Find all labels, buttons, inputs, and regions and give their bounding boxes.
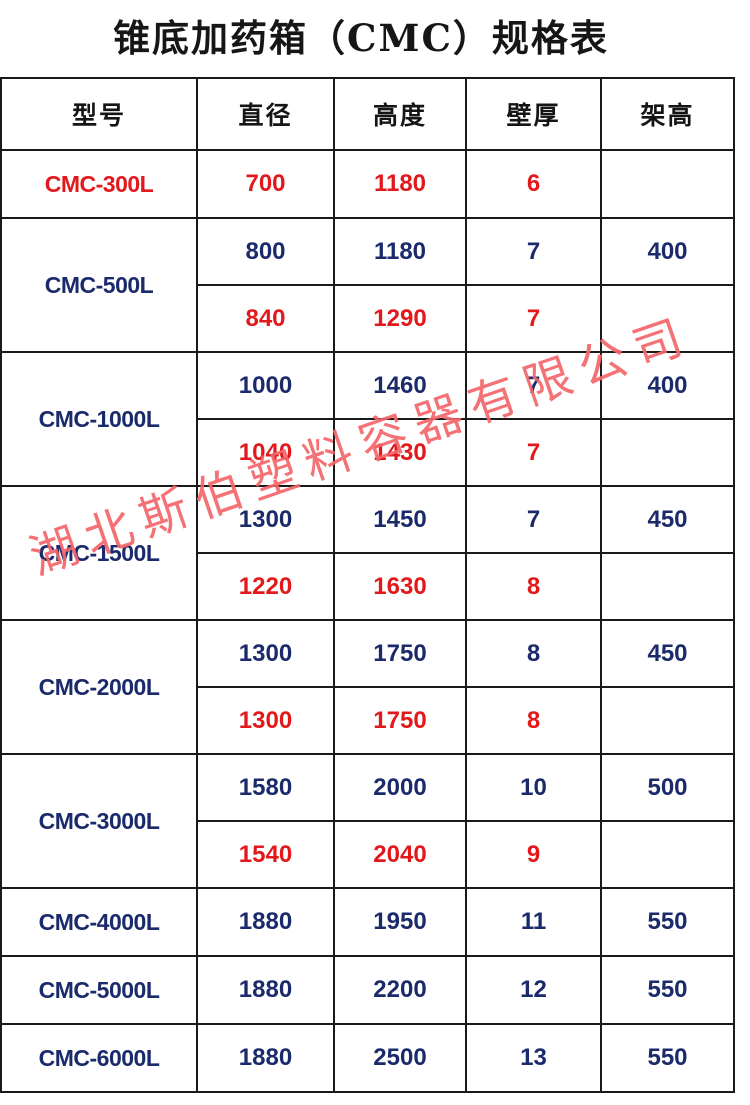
cell-stand: 550 xyxy=(600,955,735,1025)
cell-stand: 450 xyxy=(600,619,735,688)
cell-stand: 400 xyxy=(600,351,735,420)
cell-model: CMC-4000L xyxy=(0,887,198,957)
cell-model: CMC-3000L xyxy=(0,753,198,889)
cell-wall: 9 xyxy=(465,820,602,889)
cell-height: 1290 xyxy=(333,284,467,353)
cell-model: CMC-2000L xyxy=(0,619,198,755)
cell-height: 2000 xyxy=(333,753,467,822)
cell-diameter: 1580 xyxy=(196,753,335,822)
cell-diameter: 1040 xyxy=(196,418,335,487)
table-row: CMC-500L 800 1180 7 400 xyxy=(0,217,735,353)
cell-wall: 8 xyxy=(465,686,602,755)
table-row: CMC-3000L 1580 2000 10 500 xyxy=(0,753,735,889)
table-row: CMC-1500L 1300 1450 7 450 xyxy=(0,485,735,621)
cell-wall: 13 xyxy=(465,1023,602,1093)
cell-model: CMC-6000L xyxy=(0,1023,198,1093)
cell-stand xyxy=(600,820,735,889)
cell-stand xyxy=(600,284,735,353)
cell-height: 1950 xyxy=(333,887,467,957)
cell-model: CMC-500L xyxy=(0,217,198,353)
cell-wall: 11 xyxy=(465,887,602,957)
cell-model: CMC-1500L xyxy=(0,485,198,621)
table-row: CMC-300L 700 1180 6 xyxy=(0,149,735,219)
cell-wall: 8 xyxy=(465,552,602,621)
cell-model: CMC-1000L xyxy=(0,351,198,487)
cell-model: CMC-5000L xyxy=(0,955,198,1025)
cell-stand: 500 xyxy=(600,753,735,822)
cell-diameter: 1300 xyxy=(196,686,335,755)
table-row: CMC-1000L 1000 1460 7 400 xyxy=(0,351,735,487)
cell-diameter: 840 xyxy=(196,284,335,353)
cell-wall: 7 xyxy=(465,217,602,286)
cell-height: 2500 xyxy=(333,1023,467,1093)
cell-height: 2200 xyxy=(333,955,467,1025)
table-row: CMC-2000L 1300 1750 8 450 xyxy=(0,619,735,755)
cell-stand: 550 xyxy=(600,1023,735,1093)
table-body: 型号 直径 高度 壁厚 架高 CMC-300L 700 1180 6 CMC-500L 800 118… xyxy=(0,77,735,1093)
cell-diameter: 1300 xyxy=(196,619,335,688)
table-row: 1040 1430 7 xyxy=(1,418,735,487)
cell-height: 1750 xyxy=(333,619,467,688)
cell-wall: 7 xyxy=(465,485,602,554)
cell-stand: 450 xyxy=(600,485,735,554)
cell-wall: 7 xyxy=(465,418,602,487)
cell-height: 2040 xyxy=(333,820,467,889)
table-row: CMC-6000L 1880 2500 13 550 xyxy=(0,1023,735,1093)
cell-diameter: 700 xyxy=(196,149,335,219)
column-header-2: 高度 xyxy=(333,77,467,151)
table-row: 1220 1630 8 xyxy=(1,552,735,621)
cell-height: 1630 xyxy=(333,552,467,621)
table-row: 1540 2040 9 xyxy=(1,820,735,889)
column-header-0: 型号 xyxy=(0,77,198,151)
cell-diameter: 1300 xyxy=(196,485,335,554)
column-header-4: 架高 xyxy=(600,77,735,151)
cell-stand xyxy=(600,149,735,219)
cell-stand xyxy=(600,686,735,755)
page-title: 锥底加药箱（CMC）规格表 xyxy=(113,16,609,60)
column-header-1: 直径 xyxy=(196,77,335,151)
cell-diameter: 1880 xyxy=(196,955,335,1025)
cell-height: 1750 xyxy=(333,686,467,755)
cell-diameter: 1000 xyxy=(196,351,335,420)
cell-height: 1430 xyxy=(333,418,467,487)
cell-diameter: 1880 xyxy=(196,1023,335,1093)
cell-model: CMC-300L xyxy=(0,149,198,219)
cell-diameter: 1540 xyxy=(196,820,335,889)
cell-diameter: 1880 xyxy=(196,887,335,957)
cell-height: 1180 xyxy=(333,149,467,219)
cell-wall: 6 xyxy=(465,149,602,219)
cell-wall: 8 xyxy=(465,619,602,688)
cell-wall: 10 xyxy=(465,753,602,822)
cell-diameter: 800 xyxy=(196,217,335,286)
specification-table: 型号 直径 高度 壁厚 架高 CMC-300L 700 1180 6 CMC-500L 800 118… xyxy=(0,77,735,1093)
table-row: 840 1290 7 xyxy=(1,284,735,353)
cell-height: 1450 xyxy=(333,485,467,554)
table-header-row: 型号 直径 高度 壁厚 架高 xyxy=(0,77,735,151)
cell-stand xyxy=(600,552,735,621)
cell-wall: 12 xyxy=(465,955,602,1025)
table-row: CMC-5000L 1880 2200 12 550 xyxy=(0,955,735,1025)
cell-stand: 400 xyxy=(600,217,735,286)
cell-wall: 7 xyxy=(465,284,602,353)
cell-wall: 7 xyxy=(465,351,602,420)
cell-diameter: 1220 xyxy=(196,552,335,621)
cell-stand xyxy=(600,418,735,487)
table-row: 1300 1750 8 xyxy=(1,686,735,755)
cell-height: 1460 xyxy=(333,351,467,420)
table-row: CMC-4000L 1880 1950 11 550 xyxy=(0,887,735,957)
cell-height: 1180 xyxy=(333,217,467,286)
column-header-3: 壁厚 xyxy=(465,77,602,151)
cell-stand: 550 xyxy=(600,887,735,957)
